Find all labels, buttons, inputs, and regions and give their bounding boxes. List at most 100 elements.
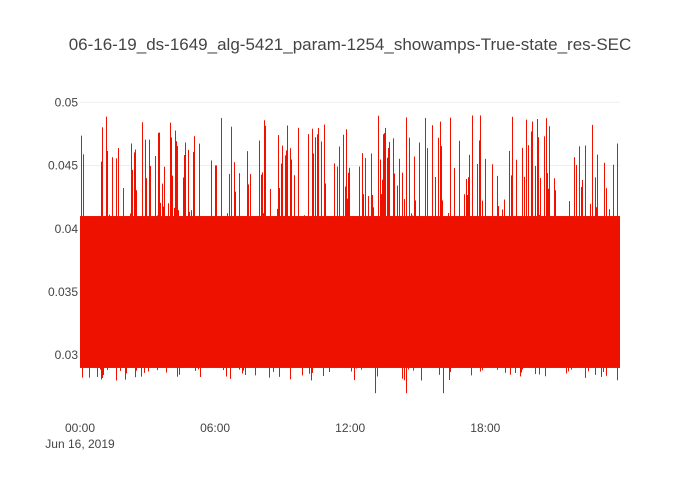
bar bbox=[358, 216, 359, 368]
bar bbox=[491, 216, 492, 368]
bar bbox=[456, 216, 457, 368]
bar bbox=[419, 142, 420, 368]
bar bbox=[442, 200, 443, 368]
bar bbox=[202, 216, 203, 368]
bar bbox=[173, 216, 174, 368]
bar bbox=[205, 216, 206, 368]
bar bbox=[530, 216, 531, 368]
bar bbox=[350, 216, 351, 368]
bar bbox=[559, 216, 560, 368]
bar bbox=[237, 216, 238, 368]
bar bbox=[537, 119, 538, 368]
bar bbox=[114, 216, 115, 368]
bar bbox=[281, 163, 282, 368]
bar bbox=[215, 165, 216, 368]
bar bbox=[383, 134, 384, 368]
bar bbox=[527, 216, 528, 368]
bar bbox=[395, 216, 396, 368]
bar bbox=[341, 216, 342, 368]
bar bbox=[207, 216, 208, 368]
bar bbox=[545, 216, 546, 377]
bar bbox=[120, 216, 121, 371]
bar bbox=[197, 216, 198, 368]
bar bbox=[378, 115, 379, 368]
bar bbox=[315, 137, 316, 368]
bar bbox=[334, 163, 335, 368]
bar bbox=[435, 176, 436, 368]
bar bbox=[286, 150, 287, 368]
bar bbox=[423, 216, 424, 368]
bar bbox=[480, 115, 481, 372]
bar bbox=[402, 172, 403, 379]
bar bbox=[294, 175, 295, 368]
bar bbox=[409, 137, 410, 368]
bar bbox=[508, 216, 509, 368]
bar bbox=[579, 146, 580, 368]
bar bbox=[340, 216, 341, 368]
bar bbox=[538, 137, 539, 368]
bar bbox=[581, 186, 582, 368]
bar bbox=[450, 117, 451, 372]
bar bbox=[373, 207, 374, 368]
bar bbox=[302, 216, 303, 376]
bar bbox=[178, 210, 179, 368]
bar bbox=[137, 216, 138, 368]
bar bbox=[138, 216, 139, 368]
bar bbox=[95, 216, 96, 368]
bar bbox=[592, 124, 593, 368]
bar bbox=[161, 216, 162, 368]
bar bbox=[327, 216, 328, 368]
bar bbox=[258, 216, 259, 368]
bar bbox=[612, 216, 613, 368]
bar bbox=[177, 145, 178, 377]
bar bbox=[589, 216, 590, 368]
bar bbox=[459, 140, 460, 368]
bar bbox=[124, 216, 125, 368]
bar bbox=[371, 153, 372, 368]
bar bbox=[316, 216, 317, 368]
bar bbox=[86, 216, 87, 368]
bar bbox=[563, 216, 564, 368]
bar bbox=[565, 216, 566, 368]
bar bbox=[98, 216, 99, 368]
bar bbox=[116, 158, 117, 381]
bar bbox=[136, 190, 137, 371]
bar bbox=[117, 216, 118, 368]
bar bbox=[597, 154, 598, 368]
bar bbox=[608, 216, 609, 368]
bar bbox=[139, 216, 140, 368]
bar bbox=[571, 216, 572, 370]
bar bbox=[428, 216, 429, 368]
bar bbox=[333, 216, 334, 368]
bar bbox=[142, 122, 143, 368]
bar bbox=[318, 128, 319, 368]
bar bbox=[552, 216, 553, 368]
bar bbox=[377, 216, 378, 377]
bar bbox=[427, 148, 428, 368]
bar bbox=[468, 177, 469, 368]
bar bbox=[513, 216, 514, 368]
bar bbox=[296, 216, 297, 368]
bar bbox=[277, 208, 278, 368]
bar bbox=[436, 216, 437, 368]
bar bbox=[547, 173, 548, 368]
bar bbox=[113, 216, 114, 368]
bar bbox=[506, 216, 507, 368]
bar bbox=[580, 216, 581, 368]
bar bbox=[602, 216, 603, 368]
bar bbox=[603, 216, 604, 372]
bar bbox=[190, 216, 191, 368]
bar bbox=[226, 216, 227, 377]
bar bbox=[125, 216, 126, 380]
bar bbox=[405, 216, 406, 368]
bar bbox=[372, 194, 373, 368]
bar bbox=[529, 216, 530, 368]
bar bbox=[432, 125, 433, 368]
bar bbox=[170, 122, 171, 368]
bar bbox=[299, 216, 300, 368]
bar bbox=[568, 216, 569, 372]
bar bbox=[309, 216, 310, 374]
bar bbox=[303, 216, 304, 368]
bar bbox=[464, 194, 465, 368]
bar bbox=[555, 190, 556, 368]
